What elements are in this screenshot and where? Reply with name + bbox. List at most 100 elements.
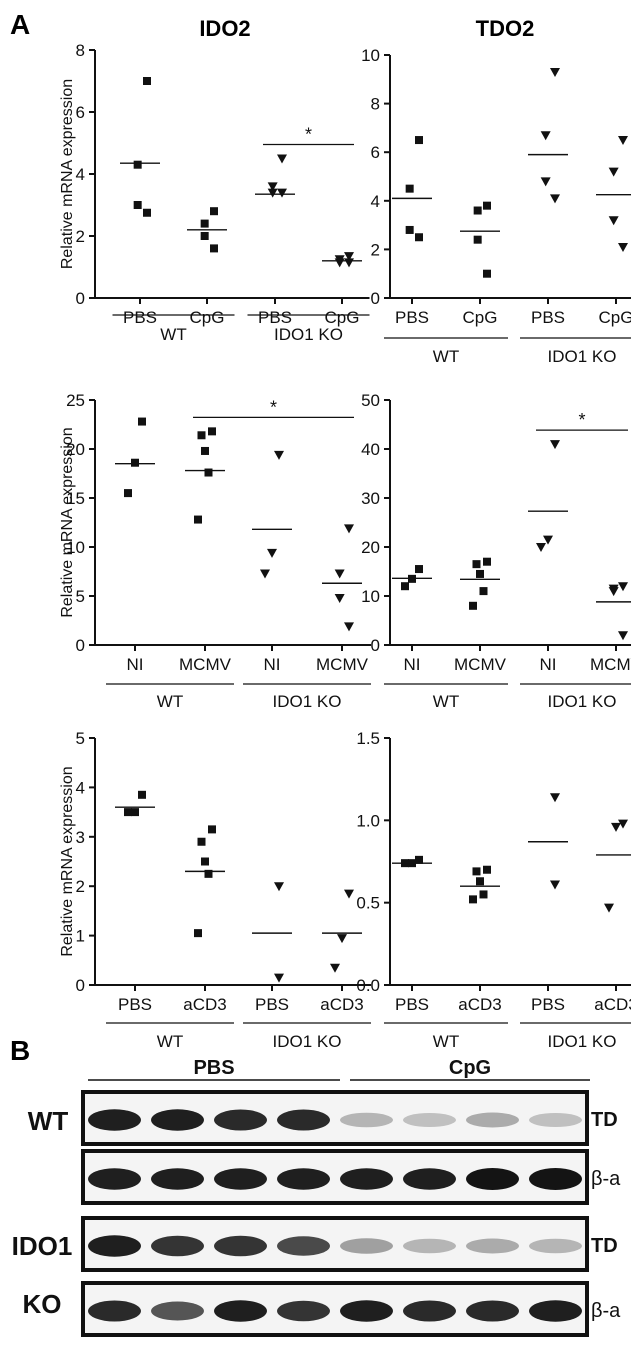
data-point — [401, 582, 409, 591]
data-point — [200, 232, 209, 240]
x-tick-label: NI — [127, 655, 144, 674]
scatter-panel-6: 0.0 0.5 1.0 1.5 PBS aCD3 PBS aCD3 WT IDO1 KO — [356, 729, 631, 1051]
group-label: IDO1 KO — [273, 692, 342, 711]
column-title-tdo2: TDO2 — [476, 16, 535, 41]
x-tick-label: CpG — [463, 308, 498, 327]
data-point — [344, 889, 354, 899]
data-point — [344, 622, 354, 632]
blot-band — [88, 1168, 141, 1190]
x-tick-label: aCD3 — [320, 995, 363, 1014]
data-point — [550, 440, 560, 450]
data-point — [201, 857, 209, 866]
data-point — [476, 569, 484, 578]
y-tick-label: 0 — [76, 289, 85, 308]
data-point — [274, 450, 284, 460]
data-point — [483, 201, 491, 210]
blot-strip — [81, 1281, 589, 1337]
blot-band — [340, 1112, 393, 1128]
data-point — [344, 258, 354, 268]
blot-band — [88, 1300, 141, 1322]
data-point — [131, 808, 139, 817]
data-point — [550, 793, 560, 803]
data-point — [405, 184, 414, 193]
data-point — [540, 131, 551, 141]
data-point — [405, 225, 414, 234]
y-tick-label: 6 — [76, 103, 85, 122]
western-blot: PBS CpG TD β-a TD β-a WT IDO1 KO — [12, 1057, 621, 1337]
data-point — [143, 77, 151, 85]
y-tick-label: 20 — [66, 440, 85, 459]
data-point — [344, 524, 354, 534]
x-tick-label: PBS — [118, 995, 152, 1014]
y-tick-label: 10 — [66, 538, 85, 557]
y-tick-label: 2 — [76, 877, 85, 896]
blot-band — [340, 1238, 393, 1254]
blot-band — [340, 1168, 393, 1190]
data-point — [204, 869, 213, 878]
x-tick-label: CpG — [190, 308, 225, 327]
y-tick-label: 4 — [76, 165, 85, 184]
data-point — [483, 557, 491, 566]
blot-band — [151, 1235, 204, 1257]
data-point — [133, 201, 142, 209]
x-tick-label: PBS — [123, 308, 157, 327]
data-point — [267, 188, 278, 198]
data-point — [334, 593, 345, 603]
data-point — [483, 865, 491, 874]
column-title-ido2: IDO2 — [199, 16, 250, 41]
data-point — [604, 903, 614, 913]
panel-a-label: A — [10, 9, 30, 40]
data-point — [124, 489, 132, 498]
y-tick-label: 2 — [76, 227, 85, 246]
group-label: IDO1 KO — [273, 1032, 342, 1051]
data-point — [536, 543, 546, 552]
data-point — [618, 136, 628, 146]
x-tick-label: PBS — [395, 308, 429, 327]
y-axis-label: Relative mRNA expression — [59, 427, 76, 617]
y-tick-label: 0 — [76, 636, 85, 655]
y-tick-label: 0 — [371, 289, 380, 308]
scatter-panel-2: 0 2 4 6 8 10 PBS CpG PBS CpG WT IDO1 KO — [361, 46, 631, 366]
blot-band — [214, 1109, 267, 1131]
x-tick-label: PBS — [258, 308, 292, 327]
scatter-panel-3: 0 5 10 15 20 25 NI MCMV NI MCMV WT IDO1 KO Relative … — [59, 391, 371, 711]
data-point — [274, 882, 284, 892]
data-point — [210, 207, 218, 216]
blot-band — [529, 1113, 582, 1127]
data-point — [133, 160, 142, 169]
y-tick-label: 0.5 — [356, 894, 380, 913]
data-point — [334, 569, 345, 579]
data-point — [277, 188, 287, 198]
blot-band — [214, 1235, 267, 1257]
x-tick-label: PBS — [531, 308, 565, 327]
group-label: WT — [157, 692, 183, 711]
blot-group-label-pbs: PBS — [193, 1057, 234, 1079]
data-point — [540, 177, 551, 187]
data-point — [608, 216, 619, 226]
data-point — [210, 244, 218, 253]
data-point — [608, 167, 619, 177]
data-point — [476, 877, 484, 886]
y-tick-label: 5 — [76, 587, 85, 606]
data-point — [469, 601, 477, 610]
data-point — [131, 458, 139, 467]
data-point — [344, 252, 354, 262]
data-point — [415, 855, 423, 864]
group-label: WT — [433, 1032, 459, 1051]
significance-star: * — [270, 397, 277, 417]
data-point — [543, 535, 553, 545]
x-tick-label: aCD3 — [183, 995, 226, 1014]
y-tick-label: 0.0 — [356, 976, 380, 995]
x-tick-label: NI — [404, 655, 421, 674]
blot-row-label-ko: KO — [23, 1289, 62, 1319]
data-point — [143, 208, 151, 217]
data-point — [550, 68, 560, 78]
x-tick-label: MCMV — [316, 655, 369, 674]
data-point — [194, 929, 202, 938]
data-point — [260, 569, 270, 579]
